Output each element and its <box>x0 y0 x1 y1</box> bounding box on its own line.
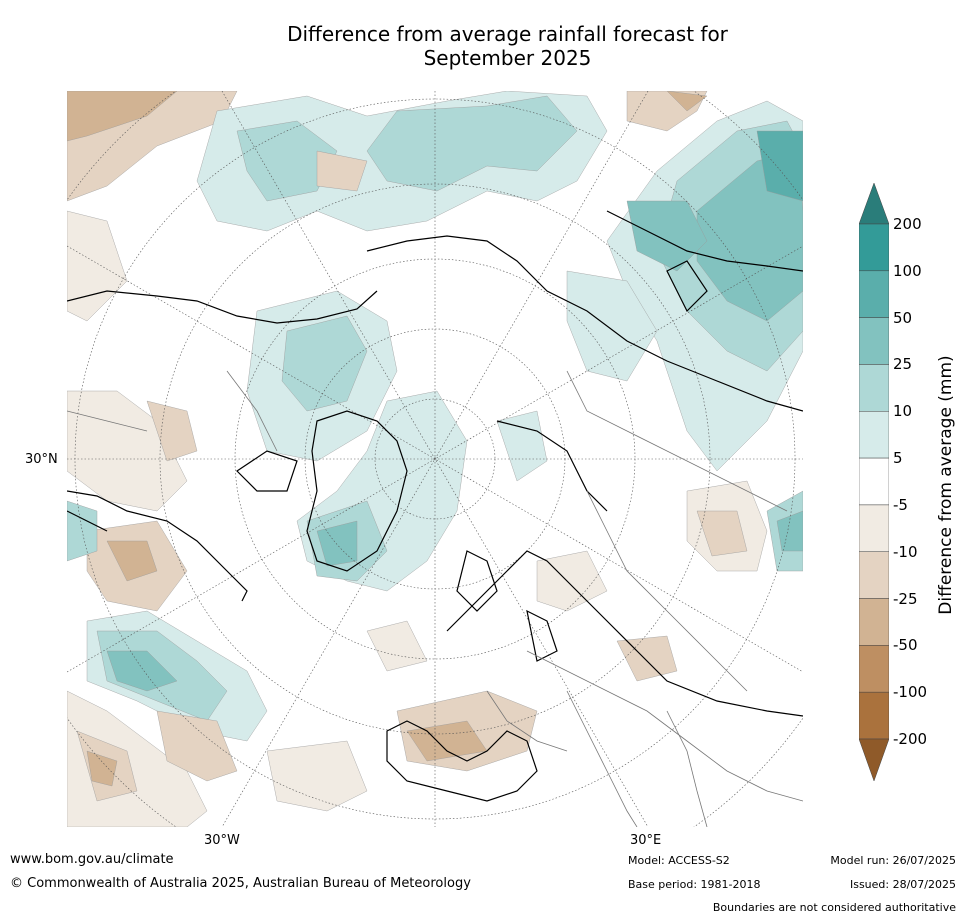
lon-label-30e: 30°E <box>630 833 662 848</box>
colorbar-segment <box>859 457 889 506</box>
colorbar-segment <box>859 504 889 552</box>
colorbar-tick-label: -5 <box>893 495 908 514</box>
lon-label-30w: 30°W <box>204 833 240 848</box>
copyright-text: © Commonwealth of Australia 2025, Austra… <box>10 876 471 891</box>
colorbar-tick-label: 200 <box>893 215 922 233</box>
colorbar-segment <box>859 691 889 740</box>
title-line-2: September 2025 <box>423 46 592 70</box>
colorbar-segments <box>859 223 889 740</box>
website-link[interactable]: www.bom.gov.au/climate <box>10 852 174 867</box>
colorbar-tick-label: -50 <box>893 636 918 655</box>
colorbar-segment <box>859 411 889 459</box>
colorbar-segment <box>859 270 889 318</box>
colorbar-segment <box>859 317 889 365</box>
anomaly-field <box>67 91 803 827</box>
colorbar-title: Difference from average (mm) <box>936 355 956 615</box>
polar-map <box>67 91 803 827</box>
colorbar-tick-label: 50 <box>893 308 913 327</box>
coastlines <box>67 210 803 802</box>
colorbar-tick-label: -200 <box>893 730 928 748</box>
colorbar-segment <box>859 223 889 272</box>
title-line-1: Difference from average rainfall forecas… <box>287 22 728 46</box>
colorbar-lower-extend <box>859 738 889 781</box>
boundaries-disclaimer: Boundaries are not considered authoritat… <box>712 901 956 914</box>
map-canvas <box>67 91 803 827</box>
colorbar-upper-extend <box>859 183 889 225</box>
country-borders <box>67 370 803 827</box>
colorbar-tick-label: 5 <box>893 449 903 468</box>
map-title: Difference from average rainfall forecas… <box>230 22 785 70</box>
colorbar-tick-label: -100 <box>893 683 928 702</box>
colorbar-segment <box>859 645 889 693</box>
colorbar <box>859 183 889 781</box>
colorbar-segment <box>859 364 889 412</box>
base-period: Base period: 1981-2018 <box>628 878 761 891</box>
colorbar-tick-label: 100 <box>893 261 922 280</box>
colorbar-segment <box>859 551 889 599</box>
colorbar-tick-label: 10 <box>893 402 913 421</box>
colorbar-tick-label: -25 <box>893 589 918 608</box>
model-run-date: Model run: 26/07/2025 <box>830 854 956 867</box>
model-name: Model: ACCESS-S2 <box>628 854 730 867</box>
graticule <box>67 91 803 827</box>
colorbar-tick-label: -10 <box>893 542 918 561</box>
issued-date: Issued: 28/07/2025 <box>849 878 956 891</box>
colorbar-tick-label: 25 <box>893 355 913 374</box>
colorbar-segment <box>859 598 889 646</box>
lat-label-30n: 30°N <box>25 452 58 467</box>
